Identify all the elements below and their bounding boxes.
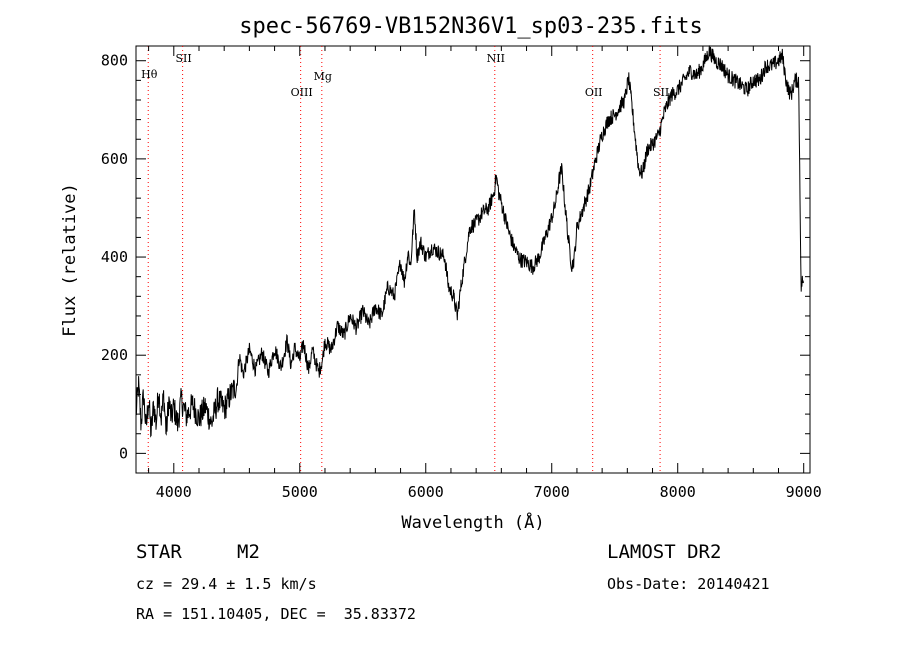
spectrum-line: [135, 45, 804, 438]
spectral-line-label: OII: [585, 86, 603, 99]
survey-name: LAMOST DR2: [607, 541, 722, 563]
object-type: STAR: [136, 541, 182, 563]
x-tick-label: 7000: [534, 483, 570, 501]
plot-frame: [135, 45, 811, 474]
y-axis-label: Flux (relative): [60, 183, 80, 337]
x-axis-label: Wavelength (Å): [401, 511, 544, 533]
y-axis: 0 200 400 600 800: [101, 52, 810, 474]
spectral-line-label: Mg: [314, 70, 332, 83]
x-tick-label: 6000: [408, 483, 444, 501]
x-tick-label: 9000: [786, 483, 822, 501]
spectral-line-label: SII: [175, 52, 191, 65]
spectral-line-label: SII: [653, 86, 669, 99]
spectral-line-label: Hθ: [141, 68, 158, 81]
x-tick-label: 8000: [660, 483, 696, 501]
coordinates: RA = 151.10405, DEC = 35.83372: [136, 605, 416, 623]
x-tick-label: 5000: [282, 483, 318, 501]
y-tick-label: 600: [101, 150, 128, 168]
y-tick-label: 200: [101, 346, 128, 364]
x-tick-label: 4000: [156, 483, 192, 501]
x-axis: 4000 5000 6000 7000 8000 9000: [148, 46, 822, 501]
obs-date: Obs-Date: 20140421: [607, 575, 770, 593]
y-tick-label: 800: [101, 52, 128, 70]
y-tick-label: 0: [119, 444, 128, 462]
chart-title: spec-56769-VB152N36V1_sp03-235.fits: [239, 14, 703, 39]
y-tick-label: 400: [101, 248, 128, 266]
subclass: M2: [237, 541, 260, 563]
spectrum-series: [135, 45, 804, 438]
spectral-line-label: NII: [487, 52, 505, 65]
redshift-text: cz = 29.4 ± 1.5 km/s: [136, 575, 317, 593]
spectral-line-label: OIII: [291, 86, 313, 99]
